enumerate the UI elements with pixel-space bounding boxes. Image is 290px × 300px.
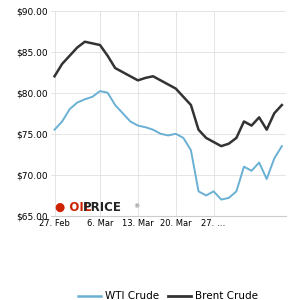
Text: PRICE: PRICE — [82, 201, 121, 214]
Text: ● OIL: ● OIL — [55, 201, 92, 214]
Legend: WTI Crude, Brent Crude: WTI Crude, Brent Crude — [74, 287, 262, 300]
Text: ®: ® — [133, 205, 139, 210]
